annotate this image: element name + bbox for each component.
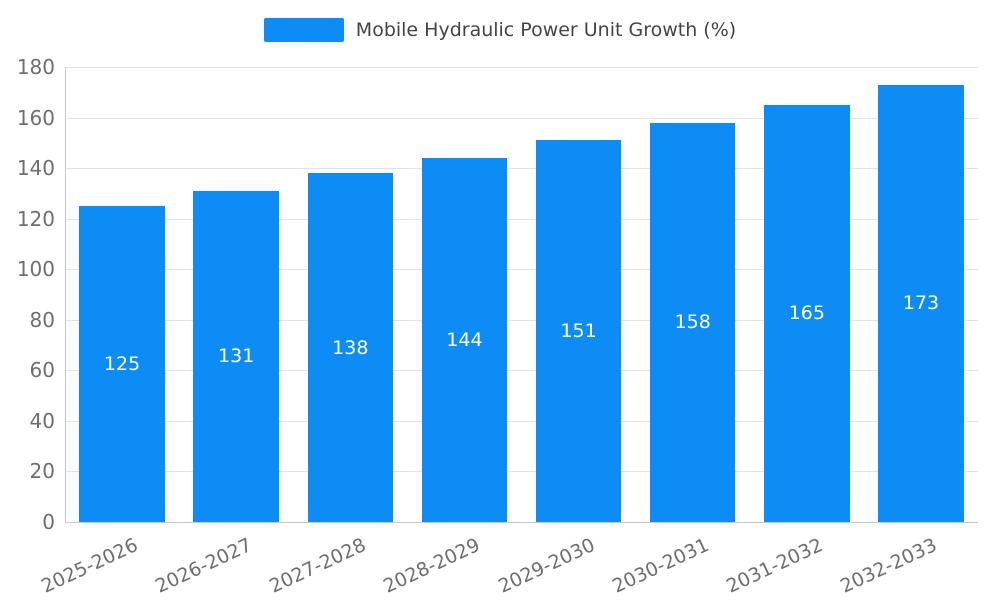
legend[interactable]: Mobile Hydraulic Power Unit Growth (%) — [0, 18, 1000, 42]
x-axis-tick-label: 2025-2026 — [38, 534, 142, 598]
gridline — [65, 67, 978, 68]
bar-2031-2032 — [764, 104, 850, 522]
x-axis-tick-label: 2027-2028 — [266, 534, 370, 598]
bar-value-label: 138 — [332, 336, 369, 359]
y-axis-tick-label: 100 — [16, 257, 55, 282]
x-axis-tick-label: 2029-2030 — [494, 534, 598, 598]
x-axis-tick-label: 2031-2032 — [722, 534, 827, 598]
bar-2029-2030 — [535, 140, 622, 522]
x-axis-line — [65, 522, 978, 523]
bar-value-label: 144 — [446, 329, 483, 351]
bar-2028-2029 — [421, 158, 508, 522]
y-axis-tick-label: 80 — [29, 307, 55, 332]
x-axis-tick-label: 2030-2031 — [608, 534, 712, 598]
bar-2030-2031 — [649, 122, 736, 522]
bar-value-label: 165 — [788, 302, 825, 325]
y-axis-tick-label: 60 — [29, 358, 55, 383]
y-axis-tick-label: 160 — [16, 105, 55, 130]
y-axis-tick-label: 40 — [29, 408, 55, 433]
legend-label: Mobile Hydraulic Power Unit Growth (%) — [355, 19, 737, 41]
bar-value-label: 125 — [103, 353, 141, 375]
bar-value-label: 151 — [560, 320, 597, 343]
bar-2027-2028 — [307, 173, 394, 522]
gridline — [65, 269, 978, 271]
x-axis-tick-label: 2026-2027 — [152, 534, 256, 598]
y-axis-tick-label: 120 — [16, 206, 55, 231]
x-axis-tick-label: 2028-2029 — [380, 534, 484, 598]
y-axis-tick-label: 0 — [42, 510, 55, 534]
gridline — [65, 420, 978, 422]
y-axis-tick-label: 20 — [29, 459, 55, 484]
x-axis-tick-label: 2032-2033 — [837, 534, 941, 598]
bar-value-label: 158 — [674, 311, 711, 334]
gridline — [65, 471, 978, 473]
y-axis-tick-label: 180 — [16, 55, 55, 79]
y-axis-tick-label: 140 — [16, 156, 55, 181]
legend-swatch-icon — [263, 18, 344, 42]
gridline — [65, 218, 978, 220]
bar-2026-2027 — [193, 190, 279, 522]
bar-value-label: 173 — [902, 292, 940, 315]
gridline — [65, 370, 978, 372]
bar-2032-2033 — [878, 84, 964, 522]
gridline — [65, 168, 978, 170]
gridline — [65, 117, 978, 119]
bar-value-label: 131 — [218, 345, 255, 368]
y-axis-line — [65, 67, 66, 522]
gridline — [65, 319, 978, 321]
bar-2025-2026 — [79, 206, 165, 522]
